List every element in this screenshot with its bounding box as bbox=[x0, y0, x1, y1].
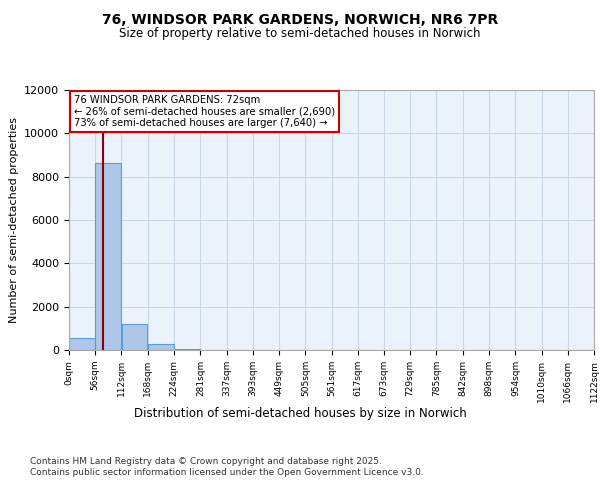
Y-axis label: Number of semi-detached properties: Number of semi-detached properties bbox=[8, 117, 19, 323]
Bar bbox=[122, 324, 148, 350]
Text: 76, WINDSOR PARK GARDENS, NORWICH, NR6 7PR: 76, WINDSOR PARK GARDENS, NORWICH, NR6 7… bbox=[102, 12, 498, 26]
Text: Contains HM Land Registry data © Crown copyright and database right 2025.
Contai: Contains HM Land Registry data © Crown c… bbox=[30, 458, 424, 477]
Bar bbox=[148, 344, 173, 350]
Bar bbox=[69, 338, 95, 350]
Text: Distribution of semi-detached houses by size in Norwich: Distribution of semi-detached houses by … bbox=[134, 408, 466, 420]
Text: 76 WINDSOR PARK GARDENS: 72sqm
← 26% of semi-detached houses are smaller (2,690): 76 WINDSOR PARK GARDENS: 72sqm ← 26% of … bbox=[74, 95, 335, 128]
Bar bbox=[174, 349, 200, 350]
Bar bbox=[95, 162, 121, 350]
Text: Size of property relative to semi-detached houses in Norwich: Size of property relative to semi-detach… bbox=[119, 28, 481, 40]
